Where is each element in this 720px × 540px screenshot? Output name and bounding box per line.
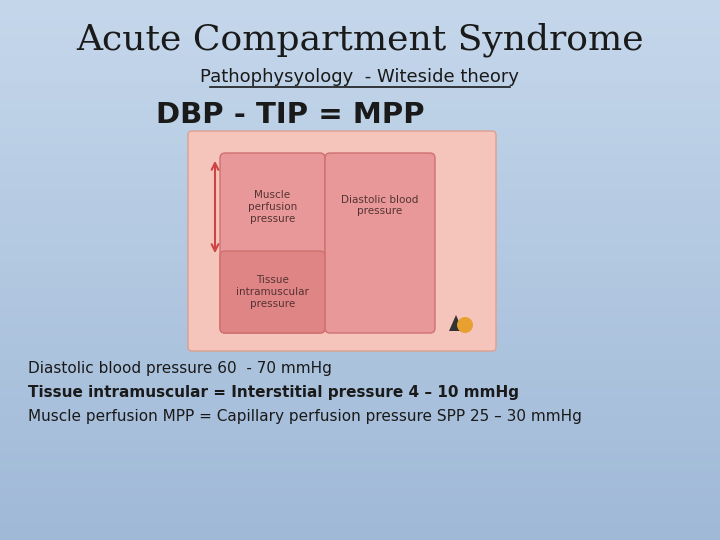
Text: Muscle
perfusion
pressure: Muscle perfusion pressure	[248, 191, 297, 224]
Polygon shape	[449, 315, 463, 331]
Circle shape	[457, 317, 473, 333]
Text: Diastolic blood pressure 60  - 70 mmHg: Diastolic blood pressure 60 - 70 mmHg	[28, 361, 332, 375]
Text: Acute Compartment Syndrome: Acute Compartment Syndrome	[76, 23, 644, 57]
FancyBboxPatch shape	[325, 153, 435, 333]
FancyBboxPatch shape	[188, 131, 496, 351]
FancyBboxPatch shape	[220, 251, 325, 333]
Text: Muscle perfusion MPP = Capillary perfusion pressure SPP 25 – 30 mmHg: Muscle perfusion MPP = Capillary perfusi…	[28, 408, 582, 423]
Text: DBP - TIP = MPP: DBP - TIP = MPP	[156, 101, 424, 129]
Text: Tissue intramuscular = Interstitial pressure 4 – 10 mmHg: Tissue intramuscular = Interstitial pres…	[28, 384, 519, 400]
FancyBboxPatch shape	[220, 153, 325, 333]
Text: Tissue
intramuscular
pressure: Tissue intramuscular pressure	[236, 275, 309, 308]
Text: Diastolic blood
pressure: Diastolic blood pressure	[341, 195, 419, 217]
Text: Pathophysyology  - Witeside theory: Pathophysyology - Witeside theory	[200, 68, 520, 86]
